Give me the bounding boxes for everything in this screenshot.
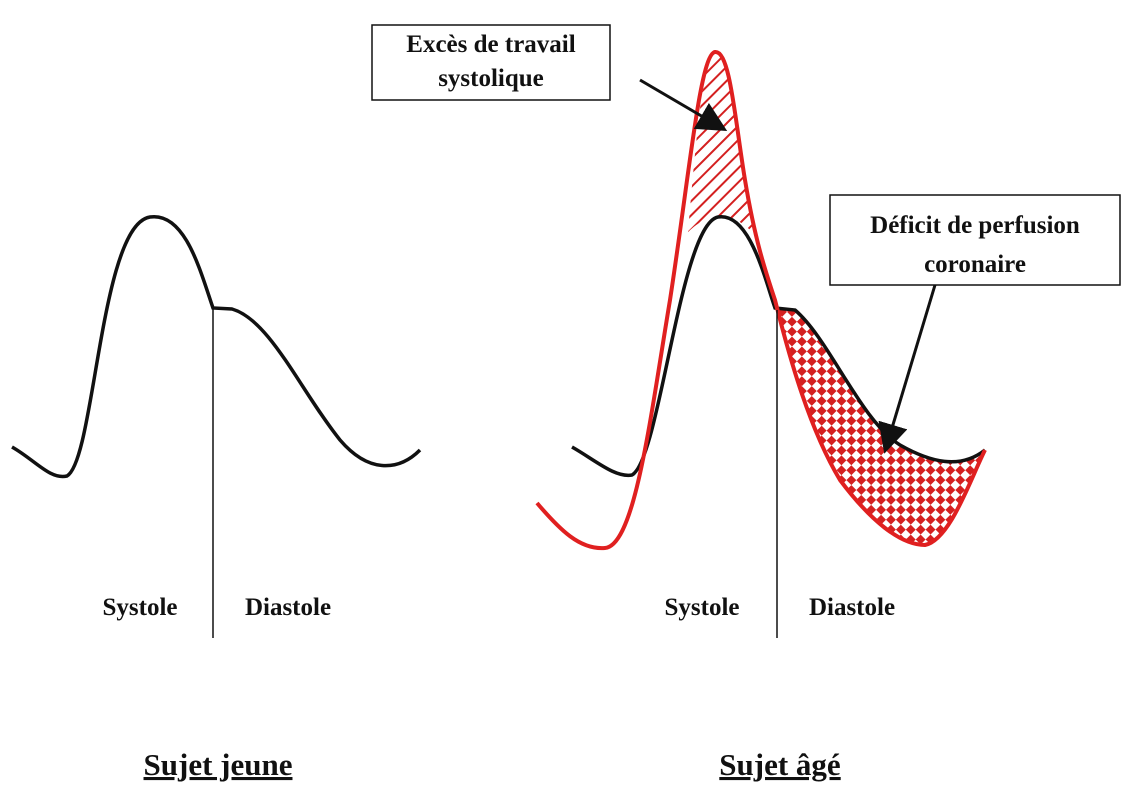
diastole-label: Diastole — [809, 594, 895, 621]
systole-label: Systole — [665, 594, 740, 621]
callout-arrow — [878, 284, 937, 454]
callout-line: coronaire — [924, 251, 1026, 278]
callout-arrow — [639, 78, 728, 132]
callout-box — [829, 194, 1121, 286]
aged-curve — [535, 50, 987, 551]
systole-label: Systole — [103, 594, 178, 621]
callout-line: Déficit de perfusion — [870, 212, 1080, 239]
panel-title: Sujet jeune — [144, 747, 293, 782]
panel-title: Sujet âgé — [719, 747, 840, 782]
pressure-curve — [11, 215, 422, 479]
diastole-label: Diastole — [245, 594, 331, 621]
excess-area — [688, 51, 757, 238]
deficit-area — [777, 310, 985, 545]
callout-line: systolique — [438, 65, 544, 92]
callout-box — [371, 24, 611, 101]
callout-line: Excès de travail — [406, 31, 575, 58]
